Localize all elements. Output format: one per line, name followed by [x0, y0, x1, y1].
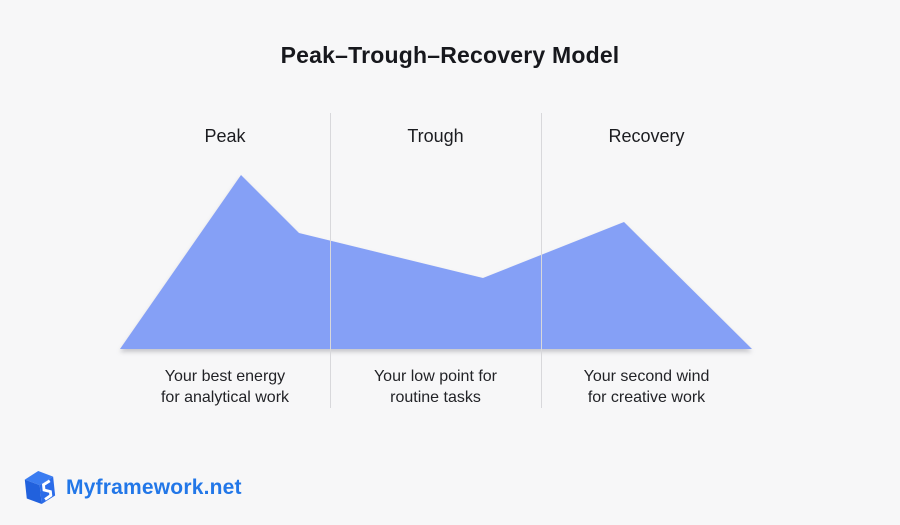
phase-desc-recovery-line1: Your second wind — [583, 368, 710, 385]
phase-label-recovery: Recovery — [608, 126, 685, 146]
phase-desc-trough: Your low point for routine tasks — [330, 366, 541, 408]
phase-desc-peak-line2: for analytical work — [160, 389, 290, 406]
page-title: Peak–Trough–Recovery Model — [280, 42, 620, 68]
phase-desc-trough-line1: Your low point for — [373, 368, 498, 385]
phase-label-peak: Peak — [204, 126, 246, 146]
phase-desc-recovery-line2: for creative work — [587, 389, 706, 406]
cube-3d-icon — [24, 470, 56, 505]
footer-brand-link[interactable]: Myframework.net — [21, 468, 242, 508]
phase-label-trough: Trough — [407, 126, 464, 146]
phase-desc-peak: Your best energy for analytical work — [120, 366, 330, 408]
footer-brand-label: Myframework.net — [66, 476, 242, 499]
section-divider-2 — [541, 113, 542, 408]
phase-desc-recovery: Your second wind for creative work — [541, 366, 752, 408]
section-divider-1 — [330, 113, 331, 408]
phase-desc-trough-line2: routine tasks — [390, 389, 481, 406]
phase-desc-peak-line1: Your best energy — [164, 368, 286, 385]
energy-area-shape — [120, 175, 752, 349]
